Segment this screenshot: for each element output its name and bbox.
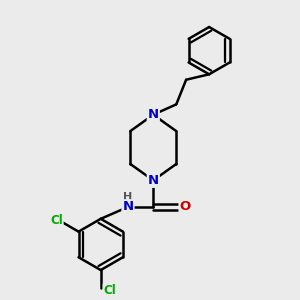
Text: N: N (148, 174, 159, 187)
Text: O: O (179, 200, 191, 213)
Text: Cl: Cl (103, 284, 116, 297)
Text: N: N (122, 200, 134, 213)
Text: N: N (148, 108, 159, 121)
Text: H: H (123, 193, 133, 202)
Text: Cl: Cl (50, 214, 63, 227)
